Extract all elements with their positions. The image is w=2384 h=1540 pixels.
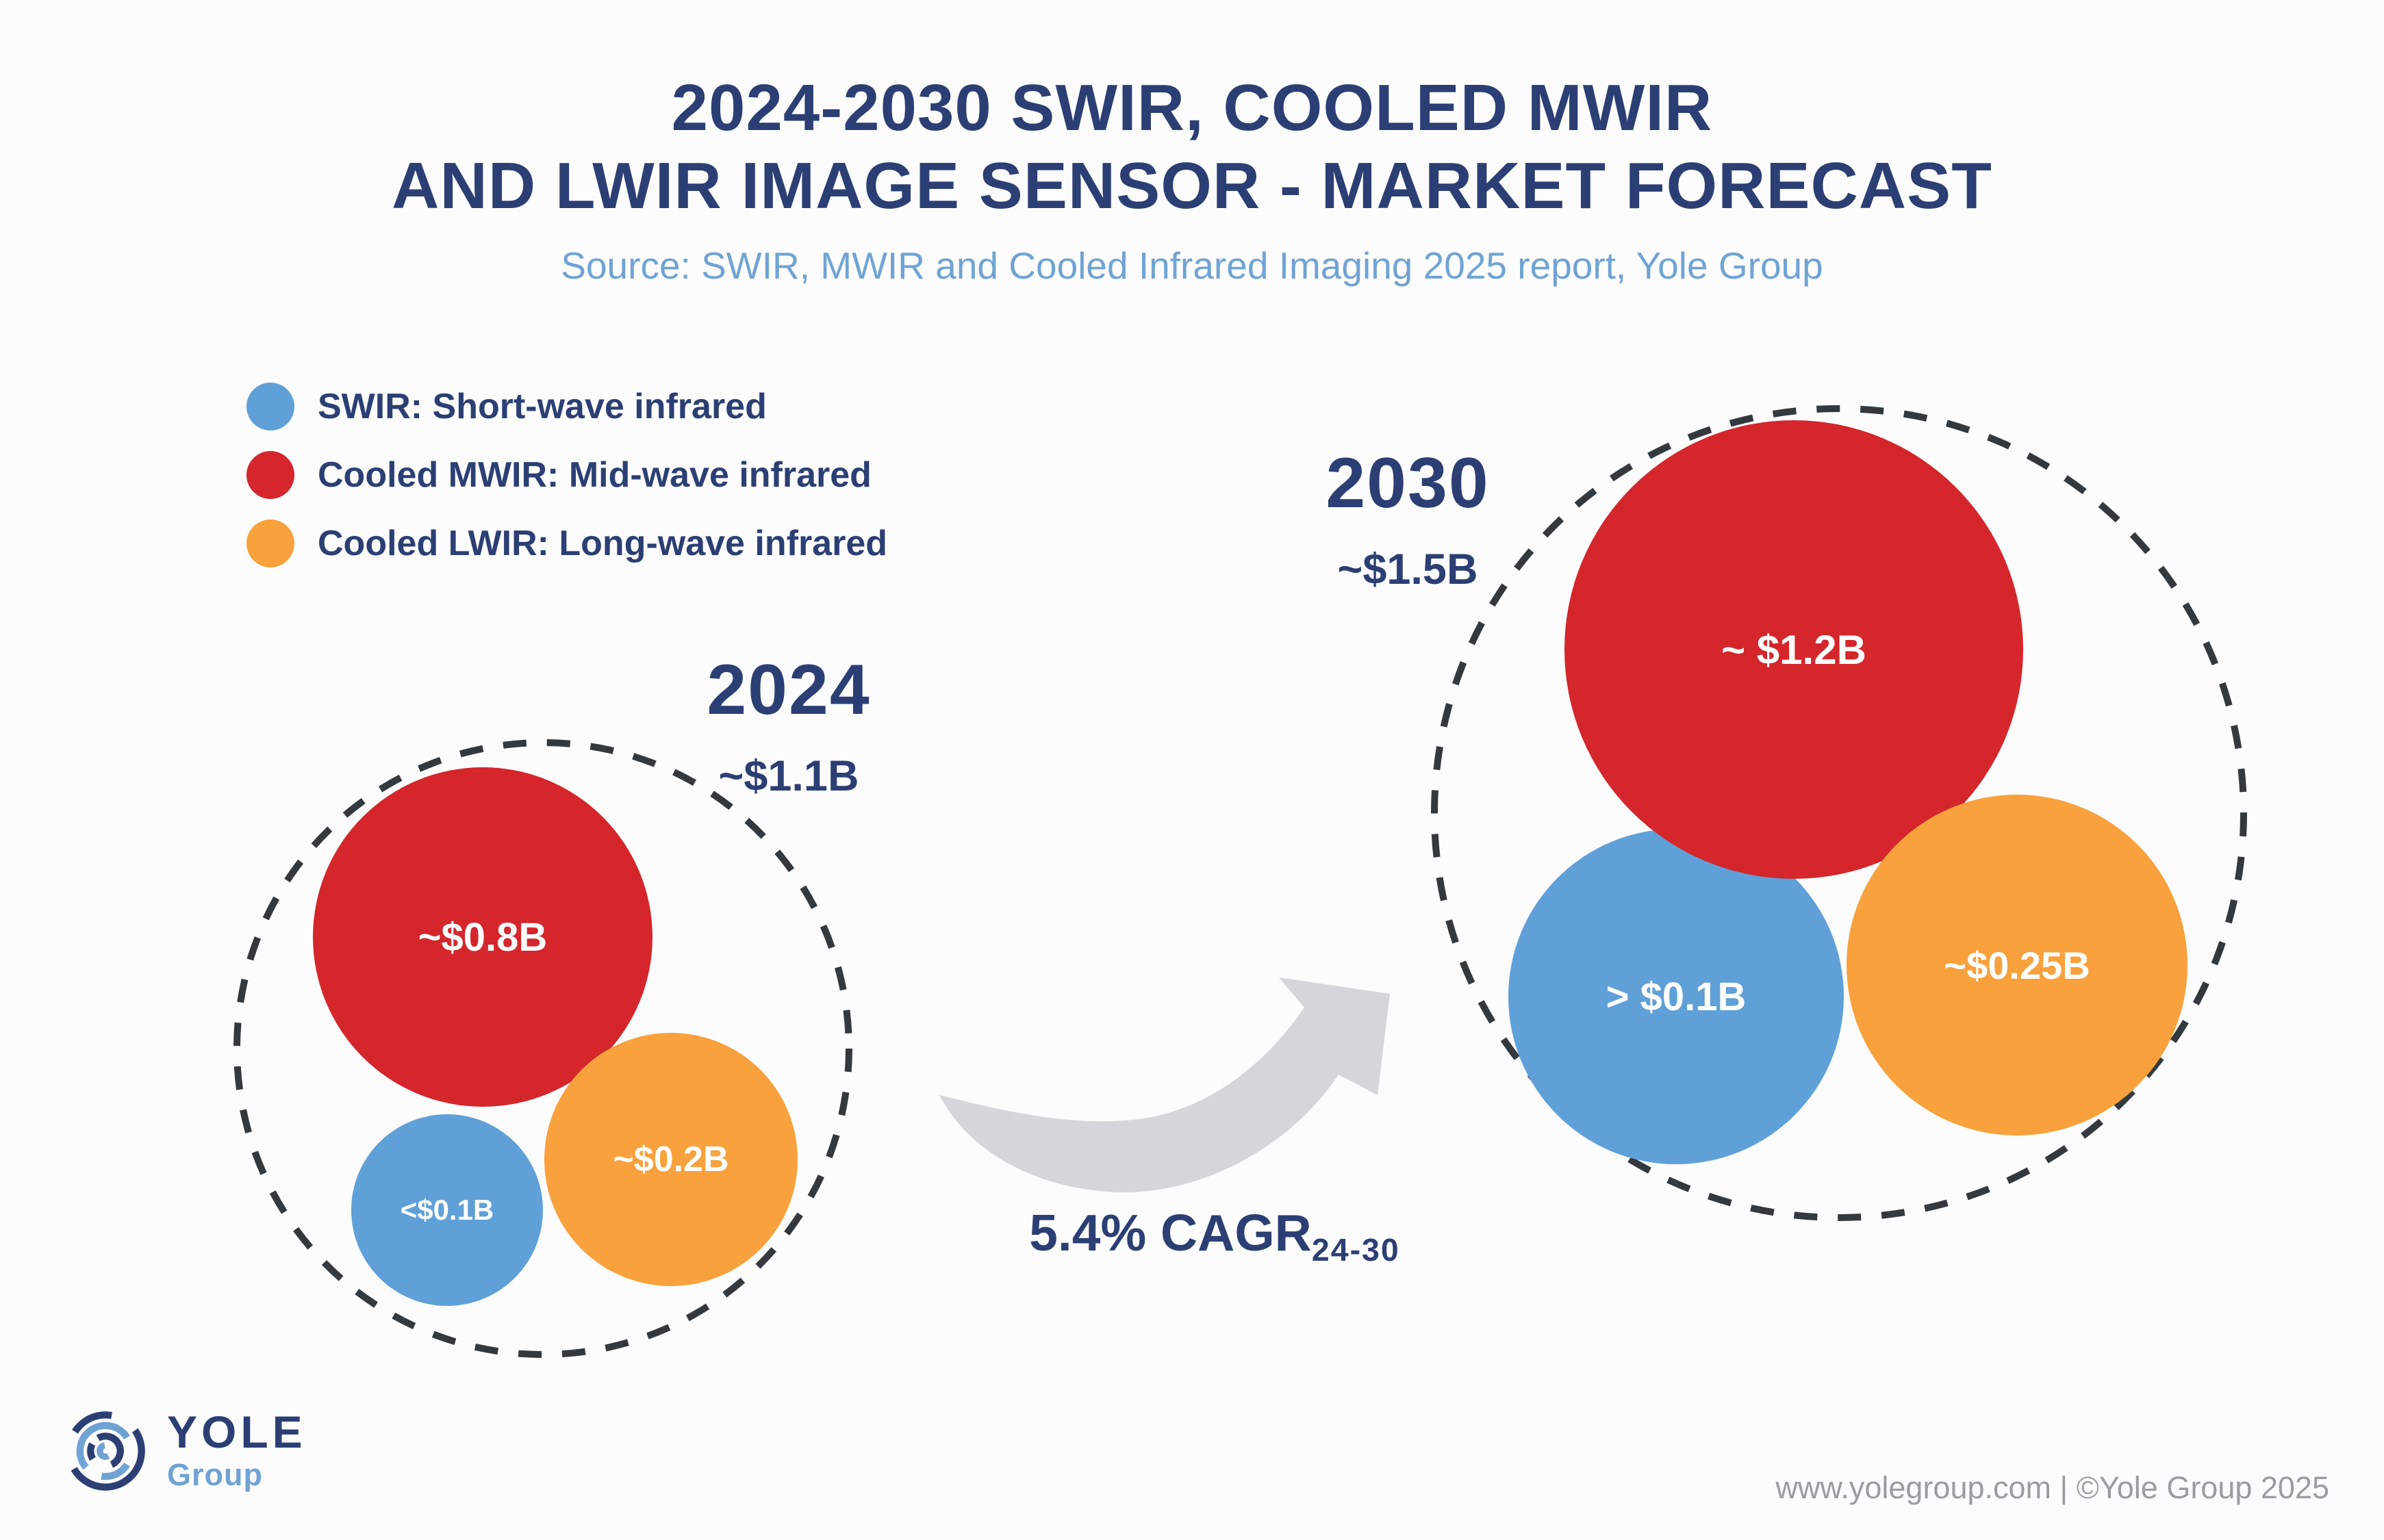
logo-title: YOLE (167, 1407, 307, 1457)
lwir-color-dot (246, 519, 294, 567)
mwir-color-dot (246, 451, 294, 499)
bubble-2024-swir: <$0.1B (351, 1114, 543, 1306)
cagr-text: 5.4% CAGR (1029, 1204, 1312, 1261)
bubble-2024-mwir: ~$0.8B (313, 767, 652, 1107)
growth-arrow (939, 977, 1390, 1192)
yole-group-logo: YOLE Group (63, 1409, 307, 1493)
page-title-line2: AND LWIR IMAGE SENSOR - MARKET FORECAST (392, 149, 1992, 222)
source-note: Source: SWIR, MWIR and Cooled Infrared I… (561, 244, 1823, 287)
year-2024: 2024 (707, 650, 871, 730)
cluster-2024-outline (233, 739, 852, 1358)
logo-arc-mid (76, 1422, 135, 1480)
cagr-annotation: 5.4% CAGR24-30 (1009, 1203, 1420, 1268)
legend-item-swir: SWIR: Short-wave infrared (246, 382, 887, 431)
bubble-2030-lwir-value: ~$0.25B (1944, 943, 2090, 987)
year-2030: 2030 (1326, 444, 1490, 523)
bubble-2030-swir: > $0.1B (1508, 829, 1844, 1164)
logo-arc-center (97, 1442, 114, 1460)
swir-color-dot (246, 383, 294, 431)
bubble-2024-mwir-value: ~$0.8B (418, 914, 548, 960)
bubble-2024-lwir: ~$0.2B (544, 1033, 798, 1286)
legend-item-mwir: Cooled MWIR: Mid-wave infrared (246, 450, 887, 500)
copyright-credit: www.yolegroup.com | ©Yole Group 2025 (1775, 1470, 2329, 1505)
bubble-2030-mwir-value: ~ $1.2B (1721, 626, 1866, 673)
legend-item-lwir: Cooled LWIR: Long-wave infrared (246, 519, 887, 568)
logo-text: YOLE Group (167, 1409, 307, 1493)
bubble-2024-lwir-value: ~$0.2B (613, 1140, 729, 1179)
cagr-subscript: 24-30 (1311, 1231, 1400, 1268)
bubble-2030-lwir: ~$0.25B (1847, 795, 2188, 1135)
yole-logo-mark (66, 1411, 145, 1491)
legend: SWIR: Short-wave infrared Cooled MWIR: M… (246, 382, 887, 587)
total-2030: ~$1.5B (1337, 546, 1478, 594)
legend-label-swir: SWIR: Short-wave infrared (318, 387, 767, 426)
logo-subtitle: Group (167, 1457, 263, 1492)
cluster-2024-label: 2024 ~$1.1B (672, 652, 905, 801)
cluster-2030-label: 2030 ~$1.5B (1291, 445, 1524, 594)
bubble-2024-swir-value: <$0.1B (400, 1194, 494, 1226)
logo-arc-outer (66, 1411, 145, 1491)
bubble-2030-mwir: ~ $1.2B (1564, 420, 2023, 879)
legend-label-lwir: Cooled LWIR: Long-wave infrared (318, 524, 888, 563)
page-title-line1: 2024-2030 SWIR, COOLED MWIR (671, 71, 1713, 144)
logo-arc-inner (87, 1433, 124, 1470)
bubble-2030-swir-value: > $0.1B (1606, 974, 1747, 1019)
cluster-2030-outline (1431, 405, 2247, 1221)
legend-label-mwir: Cooled MWIR: Mid-wave infrared (318, 455, 872, 495)
total-2024: ~$1.1B (718, 752, 859, 801)
